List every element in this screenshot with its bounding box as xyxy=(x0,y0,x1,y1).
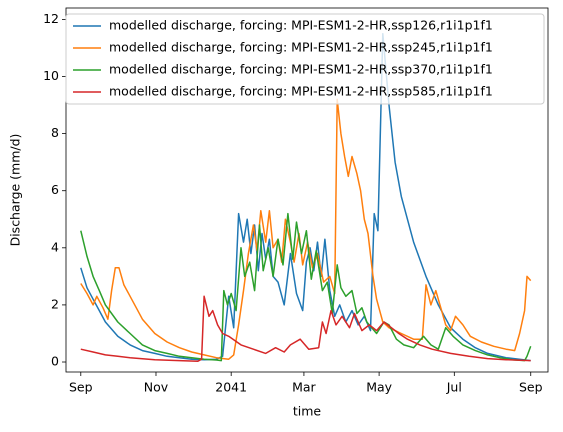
x-axis-label: time xyxy=(293,404,322,419)
legend-box xyxy=(65,13,545,105)
legend-label: modelled discharge, forcing: MPI-ESM1-2-… xyxy=(109,84,493,99)
series-line xyxy=(80,98,532,360)
x-tick-label: May xyxy=(366,380,392,395)
x-tick-label: 2041 xyxy=(215,380,247,395)
x-tick-label: Nov xyxy=(144,380,169,395)
plot-frame xyxy=(65,7,549,373)
y-axis-label: Discharge (mm/d) xyxy=(8,134,23,247)
y-tick-label: 2 xyxy=(51,296,59,311)
legend-label: modelled discharge, forcing: MPI-ESM1-2-… xyxy=(109,62,493,77)
legend-label: modelled discharge, forcing: MPI-ESM1-2-… xyxy=(109,40,493,55)
x-tick-label: Jul xyxy=(446,380,462,395)
y-tick-label: 8 xyxy=(51,125,59,140)
y-tick-label: 0 xyxy=(51,354,59,369)
series-line xyxy=(80,295,531,362)
series-line xyxy=(80,212,532,362)
legend-label: modelled discharge, forcing: MPI-ESM1-2-… xyxy=(109,18,493,33)
y-tick-label: 10 xyxy=(43,68,59,83)
y-tick-label: 4 xyxy=(51,239,59,254)
series-line xyxy=(80,32,531,362)
x-tick-label: Sep xyxy=(519,380,543,395)
y-tick-label: 6 xyxy=(51,182,59,197)
y-tick-label: 12 xyxy=(43,11,59,26)
x-tick-label: Sep xyxy=(69,380,93,395)
x-tick-label: Mar xyxy=(292,380,316,395)
